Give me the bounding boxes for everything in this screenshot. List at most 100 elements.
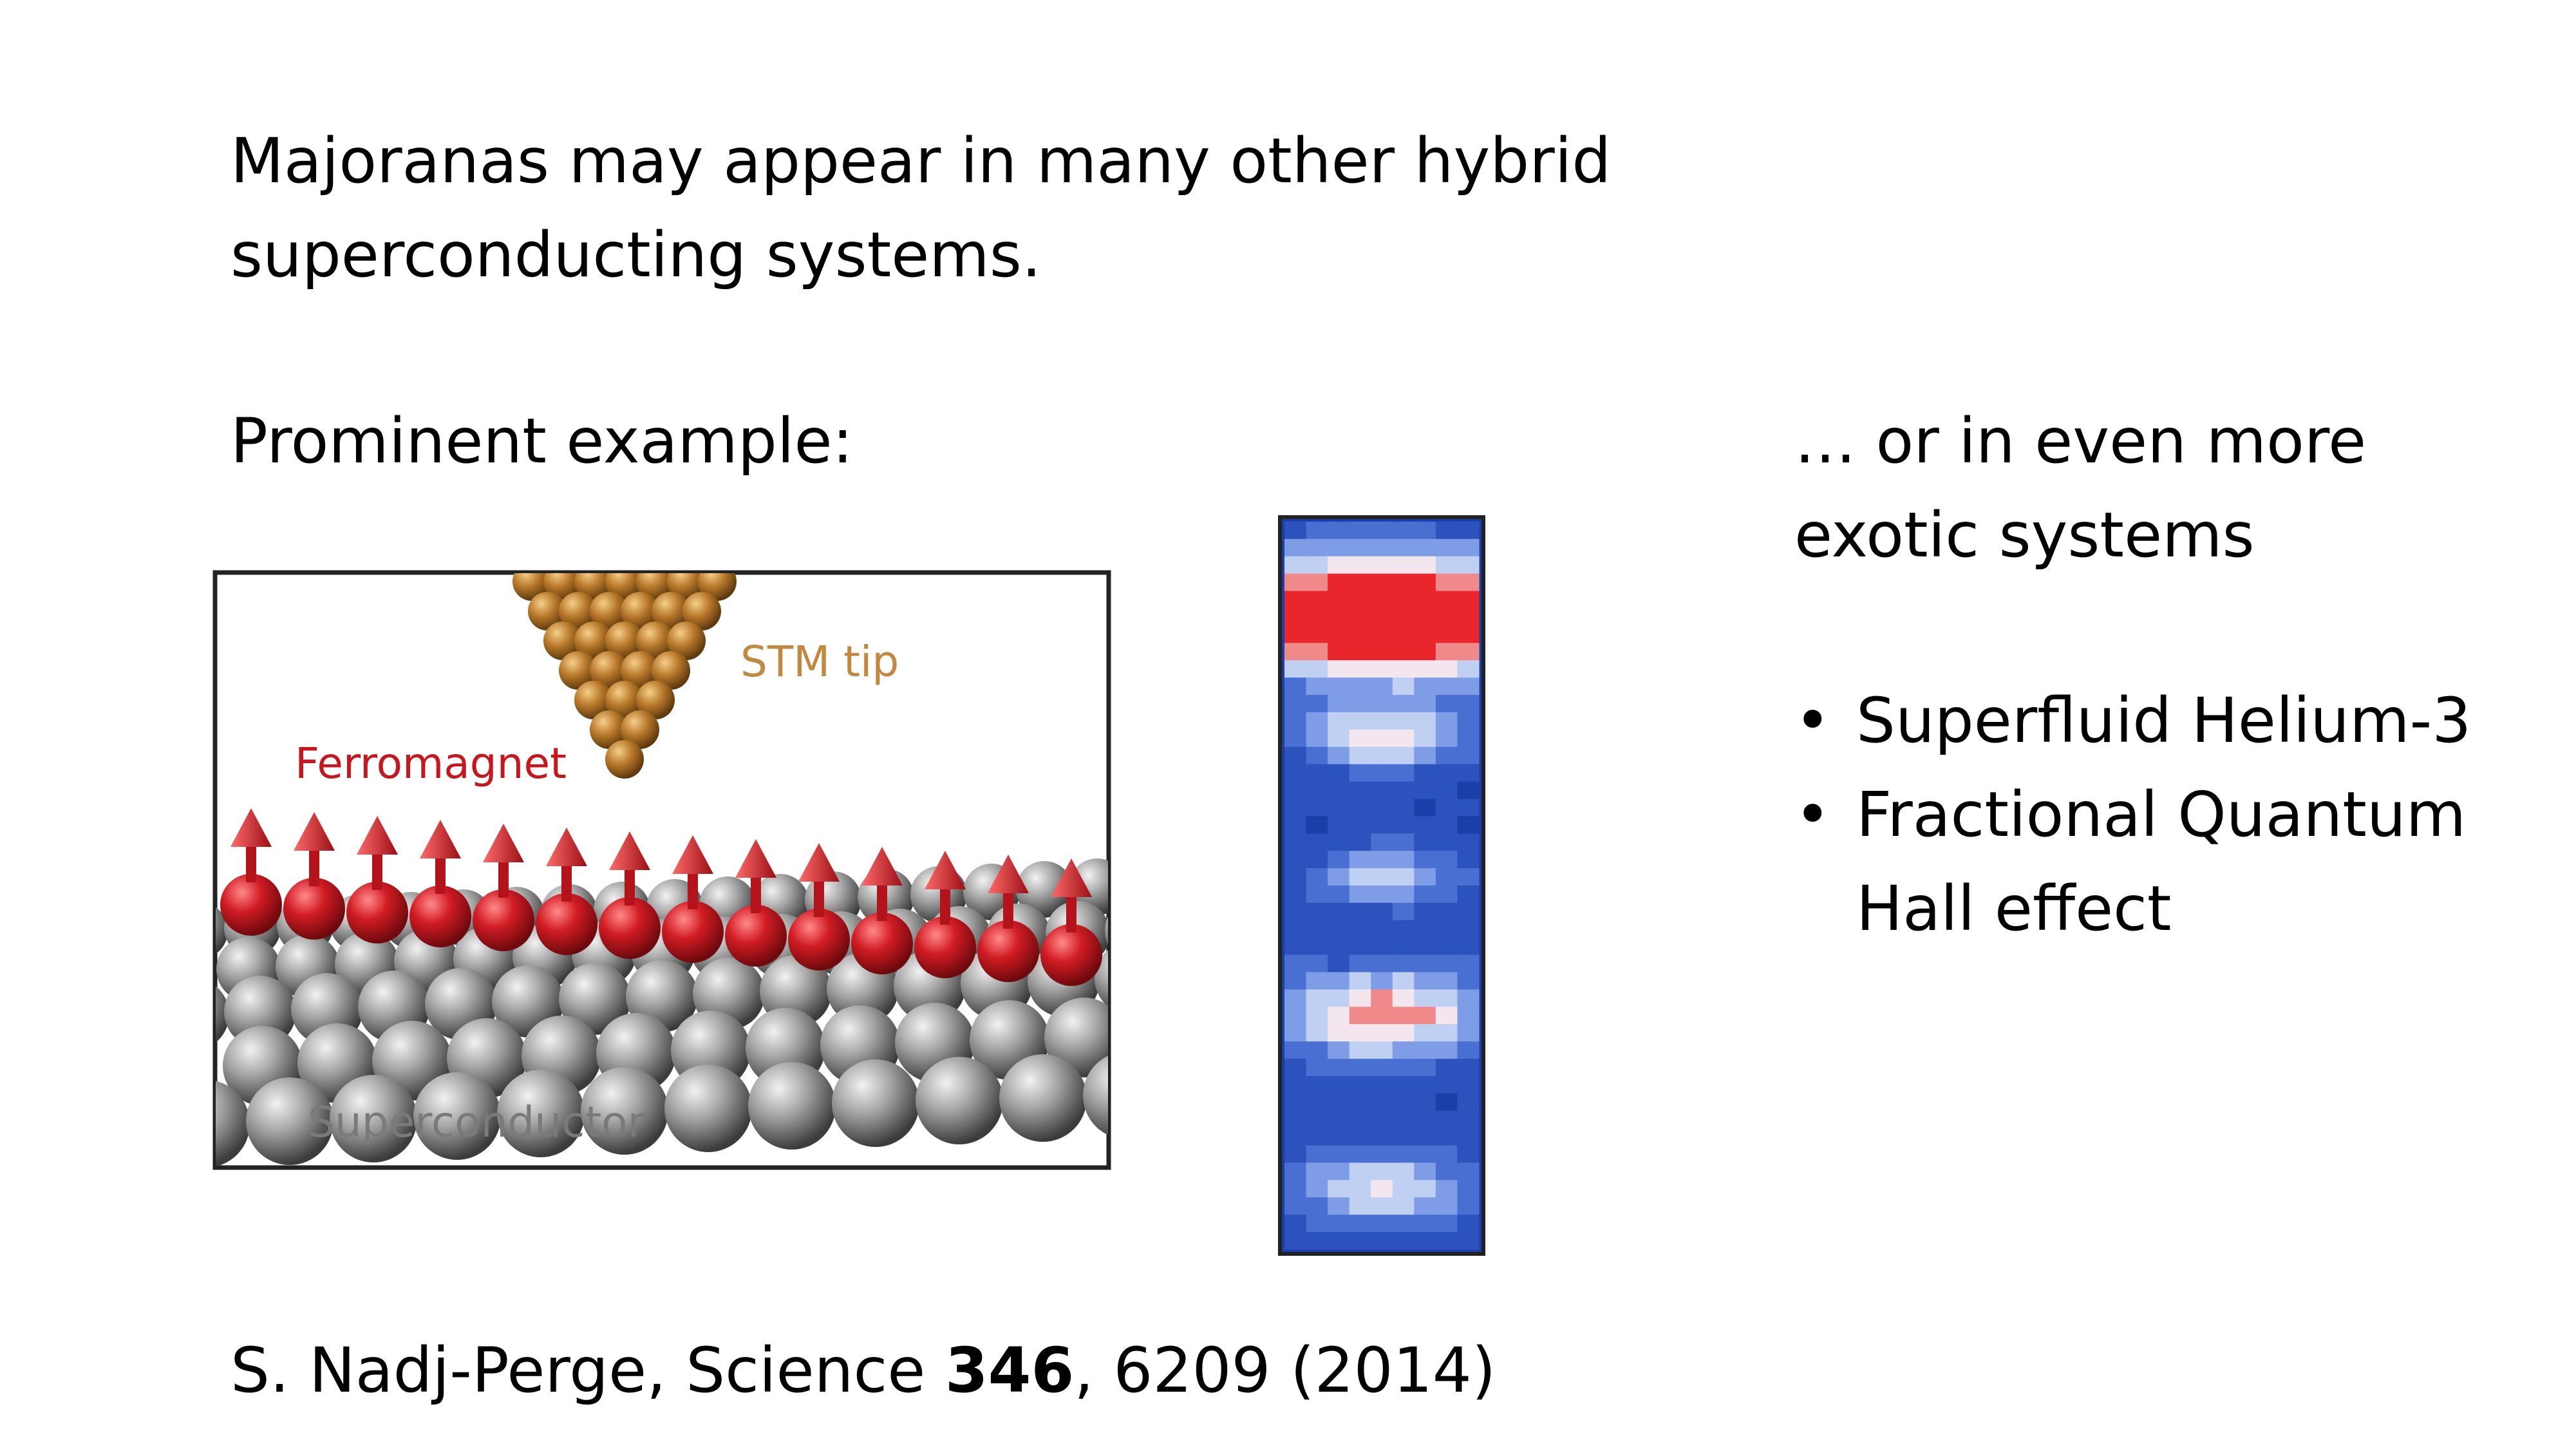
ferromagnet-atom	[220, 874, 282, 936]
substrate-atom	[999, 1054, 1087, 1142]
heatmap-cell	[1328, 660, 1350, 678]
heatmap-cell	[1328, 868, 1350, 886]
heatmap-cell	[1414, 989, 1436, 1007]
heatmap-cell	[1328, 625, 1350, 643]
heatmap-cell	[1284, 902, 1307, 921]
heatmap-cell	[1457, 989, 1480, 1007]
heatmap-cell	[1284, 833, 1307, 851]
heatmap-cell	[1284, 1024, 1307, 1042]
heatmap-cell	[1349, 1041, 1371, 1059]
heatmap-cell	[1328, 1197, 1350, 1215]
heatmap-cell	[1435, 833, 1458, 851]
heatmap-cell	[1306, 1007, 1328, 1025]
heatmap-cell	[1371, 643, 1393, 661]
heatmap-cell	[1284, 1110, 1307, 1129]
substrate-atom	[1083, 1056, 1108, 1135]
heatmap-cell	[1414, 538, 1436, 557]
heatmap-cell	[1371, 833, 1393, 851]
stm-tip-atom	[682, 592, 721, 630]
heatmap-cell	[1306, 625, 1328, 643]
heatmap-cell	[1349, 1075, 1371, 1094]
heatmap-cell	[1328, 781, 1350, 800]
citation-prefix: S. Nadj-Perge, Science	[230, 1334, 945, 1406]
heatmap-cell	[1414, 556, 1436, 574]
heatmap-cell	[1328, 1215, 1350, 1233]
heatmap-cell	[1392, 1145, 1415, 1164]
heatmap-cell	[1306, 712, 1328, 730]
heatmap-cell	[1284, 799, 1307, 817]
heatmap-cell	[1371, 660, 1393, 678]
substrate-atom	[1044, 998, 1108, 1077]
spin-arrow-icon	[861, 847, 903, 921]
heatmap-cell	[1435, 937, 1458, 956]
heatmap-cell	[1414, 625, 1436, 643]
heatmap-cell	[1349, 1180, 1371, 1198]
ferromagnet-atom	[788, 909, 850, 971]
ferromagnet-atom	[977, 920, 1039, 982]
heatmap-cell	[1349, 660, 1371, 678]
heatmap-cell	[1435, 1024, 1458, 1042]
heatmap-cell	[1435, 1197, 1458, 1215]
heatmap-cell	[1349, 920, 1371, 938]
heatmap-cell	[1392, 746, 1415, 765]
heatmap-cell	[1284, 1180, 1307, 1198]
heatmap-cell	[1306, 1180, 1328, 1198]
heatmap-cell	[1306, 833, 1328, 851]
heatmap-cell	[1284, 816, 1307, 834]
heatmap-cell	[1328, 712, 1350, 730]
heatmap-cell	[1328, 1162, 1350, 1180]
heatmap-cell	[1306, 1145, 1328, 1164]
heatmap-cell	[1349, 1128, 1371, 1146]
heatmap-cell	[1284, 1145, 1307, 1164]
heatmap-cell	[1349, 1093, 1371, 1112]
heatmap-cell	[1392, 1041, 1415, 1059]
heatmap-cell	[1414, 712, 1436, 730]
heatmap-cell	[1457, 886, 1480, 904]
heatmap-cell	[1328, 920, 1350, 938]
heatmap-cell	[1414, 1145, 1436, 1164]
list-item: • Fractional Quantum Hall effect	[1794, 768, 2471, 956]
heatmap-cell	[1284, 677, 1307, 696]
stm-tip-atom	[636, 621, 675, 660]
heatmap-cell	[1306, 608, 1328, 627]
stm-tip-atom	[621, 592, 659, 630]
heatmap-cell	[1371, 538, 1393, 557]
heatmap-cell	[1371, 764, 1393, 782]
ferromagnet-label: Ferromagnet	[295, 739, 567, 788]
heatmap-cell	[1392, 781, 1415, 800]
heatmap-cell	[1371, 677, 1393, 696]
heatmap-cell	[1371, 608, 1393, 627]
heatmap-cell	[1306, 677, 1328, 696]
heatmap-cell	[1435, 920, 1458, 938]
heatmap-cell	[1306, 972, 1328, 990]
heatmap-cell	[1349, 1007, 1371, 1025]
heatmap-cell	[1414, 1007, 1436, 1025]
heatmap-cell	[1414, 954, 1436, 973]
heatmap-cell	[1371, 1059, 1393, 1077]
heatmap-cell	[1371, 1232, 1393, 1250]
heatmap-cell	[1306, 746, 1328, 765]
substrate-atom	[832, 1059, 919, 1147]
heatmap-cell	[1306, 538, 1328, 557]
heatmap-cell	[1457, 920, 1480, 938]
heatmap-cell	[1284, 937, 1307, 956]
heatmap-cell	[1435, 573, 1458, 592]
stm-tip-atom	[621, 651, 659, 690]
heatmap-cell	[1349, 1162, 1371, 1180]
superconductor-label: Superconductor	[308, 1097, 646, 1147]
heatmap-cell	[1414, 660, 1436, 678]
heatmap-cell	[1306, 1041, 1328, 1059]
heatmap-cell	[1306, 1162, 1328, 1180]
heatmap-cell	[1414, 764, 1436, 782]
heatmap-cell	[1284, 522, 1307, 540]
heatmap-cell	[1306, 764, 1328, 782]
heatmap-cell	[1414, 1075, 1436, 1094]
heatmap-cell	[1306, 851, 1328, 869]
heatmap-cell	[1349, 816, 1371, 834]
citation-volume: 346	[945, 1334, 1075, 1406]
heatmap-cell	[1392, 816, 1415, 834]
heatmap-cell	[1371, 746, 1393, 765]
heatmap-cell	[1414, 1093, 1436, 1112]
citation: S. Nadj-Perge, Science 346, 6209 (2014)	[230, 1323, 1496, 1417]
heatmap-cell	[1328, 989, 1350, 1007]
